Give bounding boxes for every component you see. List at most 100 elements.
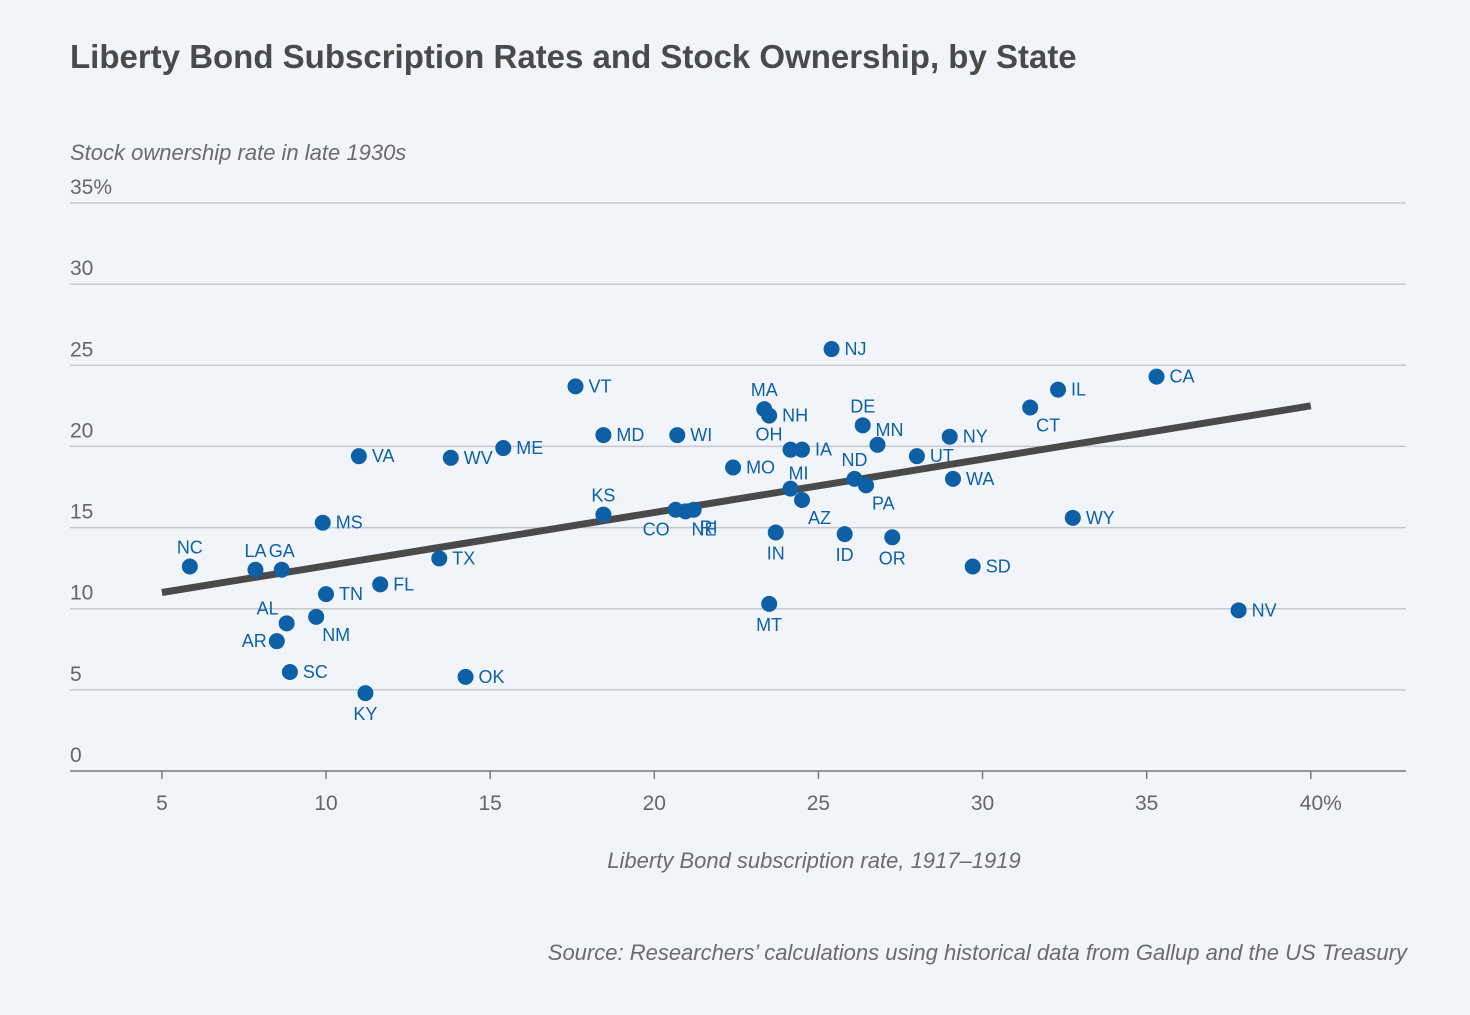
data-label-nh: NH [782,406,808,426]
data-label-la: LA [244,541,266,561]
axes: 0 5 10 15 20 25 30 35% 5 10 15 20 25 30 35 40% [70,176,1406,815]
trend-line [161,402,1312,596]
data-label-pa: PA [872,493,895,513]
data-label-nc: NC [177,538,203,558]
data-point-in [767,524,784,541]
data-label-va: VA [372,446,395,466]
data-point-az [794,491,811,508]
data-point-va [350,448,367,465]
data-label-me: ME [516,438,543,458]
y-tick-label: 10 [70,582,93,605]
data-point-al [278,615,295,632]
data-point-il [1050,381,1067,398]
x-tick-label: 10 [314,792,337,815]
data-label-ia: IA [815,440,832,460]
data-point-ky [357,685,374,702]
data-label-az: AZ [808,508,831,528]
data-point-ks [595,506,612,523]
data-label-sd: SD [986,557,1011,577]
data-label-mi: MI [789,464,809,484]
data-label-ky: KY [353,704,377,724]
trend-line-group [161,402,1312,596]
gridlines [70,202,1406,691]
data-point-nj [823,341,840,358]
data-label-nv: NV [1252,600,1277,620]
y-tick-label: 15 [70,501,93,524]
data-label-mt: MT [756,615,782,635]
data-point-tn [318,586,335,603]
x-axis-title: Liberty Bond subscription rate, 1917–191… [607,848,1021,873]
data-label-or: OR [879,548,906,568]
y-axis-title: Stock ownership rate in late 1930s [70,140,407,165]
data-point-nc [181,558,198,575]
data-point-vt [567,378,584,395]
data-label-ct: CT [1036,415,1060,435]
data-point-ar [268,633,285,650]
data-point-wy [1064,509,1081,526]
data-point-wv [442,449,459,466]
data-label-nm: NM [322,625,350,645]
data-label-ms: MS [336,513,363,533]
data-label-ga: GA [269,541,295,561]
data-point-or [884,529,901,546]
data-label-vt: VT [589,376,612,396]
data-point-mi [782,480,799,497]
data-point-ri [685,501,702,518]
y-tick-label: 25 [70,338,93,361]
data-label-ok: OK [479,667,505,687]
x-tick-label: 40% [1300,792,1342,815]
data-point-fl [372,576,389,593]
data-label-wa: WA [966,469,994,489]
data-point-ny [941,428,958,445]
data-label-in: IN [767,543,785,563]
data-point-wa [945,470,962,487]
data-point-ok [457,668,474,685]
source-note: Source: Researchers’ calculations using … [547,940,1407,965]
data-label-ri: RI [700,518,718,538]
y-tick-label: 20 [70,419,93,442]
y-tick-label: 30 [70,257,93,280]
data-label-ks: KS [591,486,615,506]
y-tick-label: 5 [70,663,82,686]
data-point-id [836,526,853,543]
data-label-wy: WY [1086,508,1115,528]
data-point-pa [858,477,875,494]
data-label-de: DE [850,396,875,416]
data-point-nv [1230,602,1247,619]
y-tick-label: 0 [70,744,82,767]
data-label-nj: NJ [845,339,867,359]
x-tick-label: 25 [807,792,830,815]
y-tick-label: 35% [70,176,112,199]
x-tick-label: 15 [478,792,501,815]
data-label-co: CO [643,520,670,540]
data-point-ut [908,448,925,465]
data-label-oh: OH [756,425,783,445]
data-point-tx [431,550,448,567]
data-point-nm [308,608,325,625]
data-point-ms [314,514,331,531]
data-label-mo: MO [746,458,775,478]
data-label-mn: MN [876,420,904,440]
data-label-tn: TN [339,584,363,604]
x-tick-label: 30 [971,792,994,815]
data-label-ma: MA [751,380,778,400]
data-point-ga [273,561,290,578]
data-label-nd: ND [842,450,868,470]
data-point-ct [1022,399,1039,416]
data-point-md [595,427,612,444]
data-label-ne: NE [691,519,716,539]
data-point-mn [869,436,886,453]
data-label-fl: FL [393,574,414,594]
data-points: NC LA GA AL AR SC NM MS TN VA KY FL TX WV OK ME VT KS MD WI… [177,339,1277,724]
chart-title: Liberty Bond Subscription Rates and Stoc… [70,38,1077,75]
data-label-id: ID [836,545,854,565]
data-point-la [247,561,264,578]
data-point-ca [1148,368,1165,385]
data-point-sd [964,558,981,575]
data-point-oh [782,441,799,458]
data-label-md: MD [616,425,644,445]
data-label-ca: CA [1170,367,1195,387]
data-label-sc: SC [303,662,328,682]
data-point-wi [669,427,686,444]
